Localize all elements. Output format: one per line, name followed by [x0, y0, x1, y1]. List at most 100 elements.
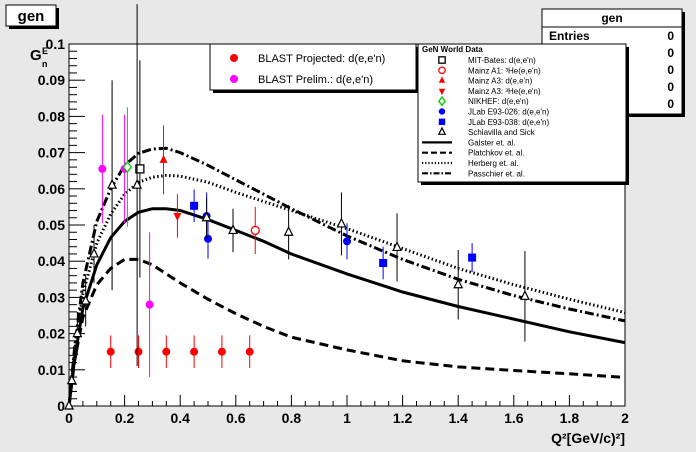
y-tick-label: 0.01 [38, 362, 65, 378]
legend-marker [438, 66, 446, 75]
y-axis-label-g: G [30, 47, 42, 64]
y-tick-label: 0 [57, 398, 65, 414]
data-points [64, 4, 530, 410]
x-tick-label: 0.4 [170, 410, 190, 426]
legend-marker [230, 54, 238, 62]
canvas-title: gen [18, 8, 45, 25]
curve-dashdot [67, 146, 626, 407]
data-point [217, 347, 226, 356]
y-tick-label: 0.07 [38, 145, 65, 161]
stats-value: 0 [667, 97, 674, 111]
stats-value: 0 [667, 63, 674, 77]
legend-label: MIT-Bates: d(e,e'n) [468, 56, 536, 65]
data-point [190, 347, 199, 356]
stats-title: gen [601, 11, 622, 25]
x-tick-label: 0.6 [226, 410, 246, 426]
y-axis-label-super: E [42, 46, 48, 56]
legend-marker [230, 75, 238, 83]
data-point [468, 253, 477, 262]
legend-label: Herberg et. al. [468, 159, 519, 168]
data-point [80, 294, 91, 305]
legend-marker [438, 88, 446, 96]
y-tick-label: 0.02 [38, 326, 65, 342]
y-tick-label: 0.03 [38, 289, 65, 305]
y-tick-label: 0.1 [46, 36, 66, 52]
data-point [343, 237, 351, 246]
legend-label: JLab E93-038: d(e,e'n) [468, 118, 549, 127]
data-point [145, 300, 154, 309]
x-tick-label: 1.8 [560, 410, 580, 426]
legend-marker [438, 108, 446, 115]
legend-world-title: GeN World Data [422, 45, 483, 54]
data-point [190, 201, 199, 210]
legend-blast: BLAST Projected: d(e,e'n) BLAST Prelim.: … [209, 43, 419, 93]
legend-marker [438, 56, 446, 64]
data-point [519, 289, 530, 300]
stats-entries-value: 0 [667, 29, 674, 43]
y-tick-label: 0.09 [38, 72, 65, 88]
data-point [228, 224, 238, 235]
data-point [201, 211, 212, 222]
data-point [453, 278, 464, 289]
data-point [135, 164, 145, 174]
legend-label: JLab E93-026: d(e,e'n) [468, 108, 549, 117]
legend-label: NIKHEF: d(e,e'n) [468, 97, 529, 106]
data-point [134, 347, 143, 356]
canvas-title-box: gen [5, 4, 59, 29]
y-axis-label-sub: n [42, 59, 48, 69]
curve-dotted [67, 173, 626, 407]
legend-label: Platchkov et. al. [468, 149, 524, 158]
data-point [72, 327, 83, 338]
legend-label: Schiavilla and Sick [468, 128, 536, 137]
data-point [132, 178, 143, 189]
data-point [392, 241, 403, 252]
data-point [283, 225, 294, 236]
legend-marker [438, 76, 446, 83]
legend-label: Mainz A3: ³He(e,e'n) [468, 87, 541, 96]
data-point [250, 225, 260, 236]
data-point [64, 399, 74, 410]
y-tick-label: 0.08 [38, 108, 65, 124]
data-point [379, 259, 388, 268]
data-point [162, 347, 171, 356]
legend-label: Passchier et. al. [468, 169, 525, 178]
data-point [89, 247, 99, 258]
x-tick-label: 1 [343, 410, 351, 426]
x-tick-label: 2 [621, 410, 629, 426]
data-point [107, 178, 118, 189]
data-point [204, 234, 212, 243]
x-axis-label: Q²[GeV/c)²] [551, 430, 625, 446]
x-tick-label: 1.4 [448, 410, 468, 426]
x-tick-label: 1.6 [504, 410, 524, 426]
legend-marker [438, 118, 446, 125]
x-tick-label: 0 [65, 410, 73, 426]
x-tick-label: 0.2 [115, 410, 135, 426]
data-point [106, 347, 115, 356]
data-point [245, 347, 254, 356]
y-axis-title: G E n [30, 46, 48, 69]
legend-label: BLAST Prelim.: d(e,e'n) [258, 74, 373, 86]
y-tick-label: 0.04 [38, 253, 65, 269]
data-point [336, 217, 347, 228]
data-point [159, 154, 168, 163]
axes: 0 0.2 0.4 0.6 0.8 1 1.2 1.4 1.6 1.8 2 0 0.01 0.02 0.03… [38, 36, 629, 426]
y-tick-label: 0.06 [38, 181, 65, 197]
legend-label: BLAST Projected: d(e,e'n) [258, 53, 385, 65]
x-tick-label: 1.2 [393, 410, 413, 426]
data-point [122, 161, 133, 174]
legend-label: Galster et. al. [468, 138, 516, 147]
legend-label: Mainz A1: ³He(e,e'n) [468, 66, 541, 75]
data-point [173, 212, 182, 221]
stats-value: 0 [667, 46, 674, 60]
data-point [98, 164, 107, 173]
stats-entries-label: Entries [549, 29, 590, 43]
legend-marker [437, 126, 447, 135]
data-point [66, 374, 77, 385]
x-tick-label: 0.8 [282, 410, 302, 426]
stats-value: 0 [667, 80, 674, 94]
y-tick-label: 0.05 [38, 217, 65, 233]
curve-dashed [67, 257, 626, 407]
legend-marker [437, 95, 447, 107]
